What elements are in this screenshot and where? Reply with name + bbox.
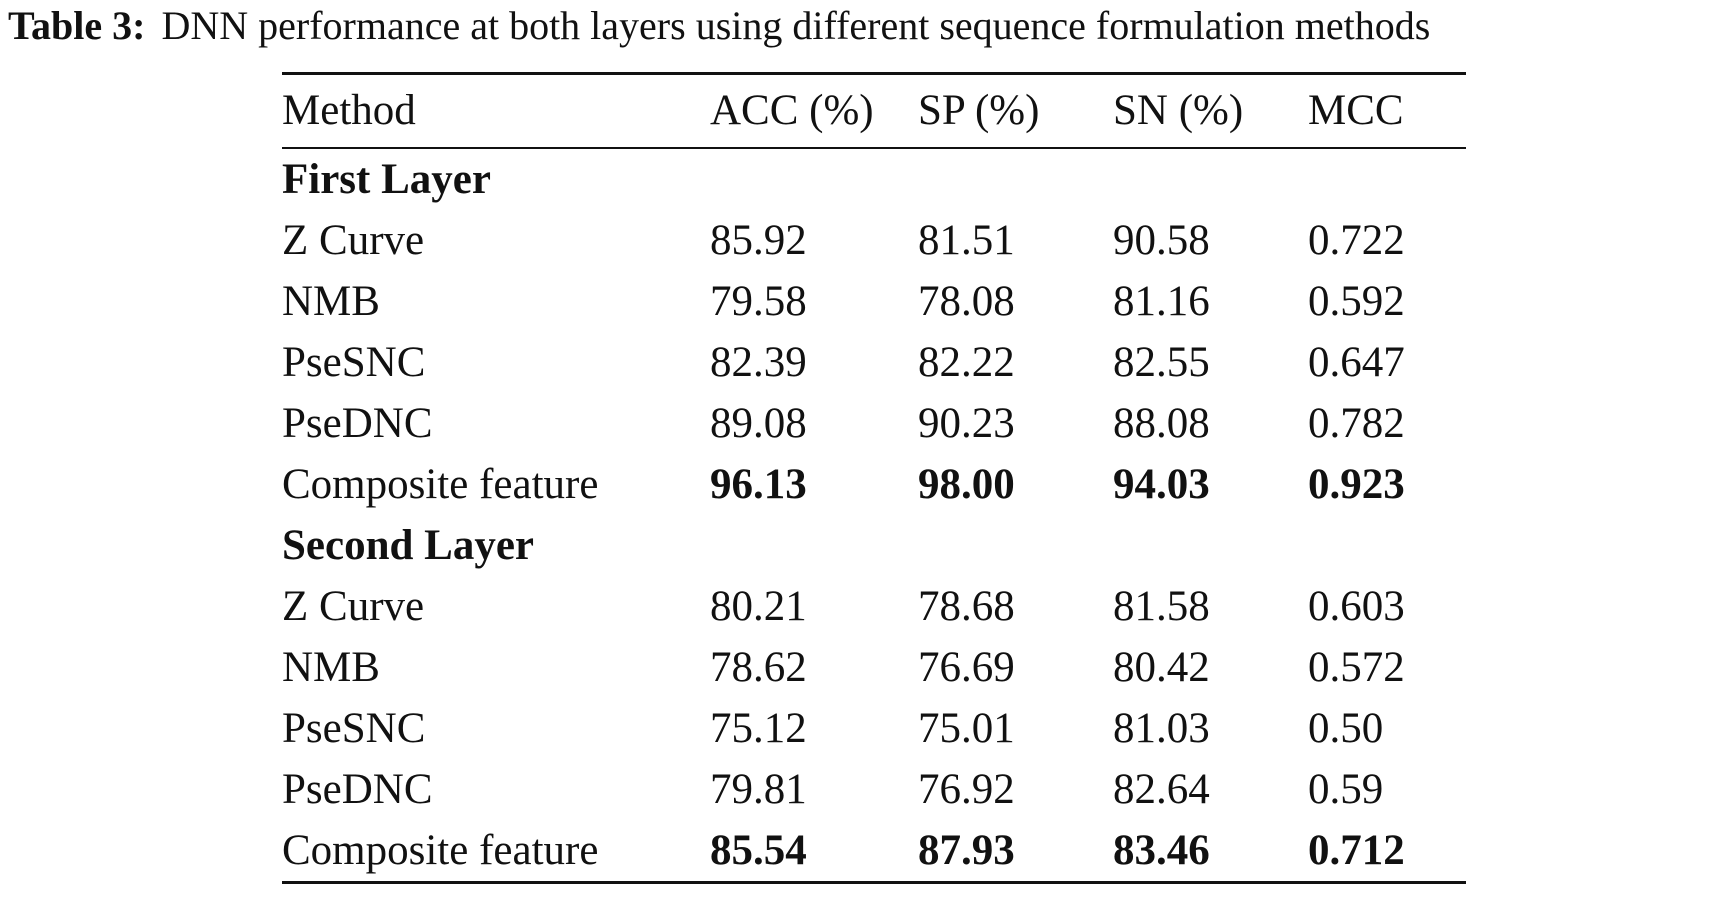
table-row: PseDNC 89.08 90.23 88.08 0.782 — [282, 393, 1466, 454]
header-mcc: MCC — [1308, 87, 1404, 134]
cell-mcc: 0.603 — [1308, 583, 1405, 630]
cell-acc: 79.58 — [710, 278, 807, 325]
results-table-container: Method ACC (%) SP (%) SN (%) MCC First L… — [282, 72, 1466, 884]
cell-mcc: 0.647 — [1308, 339, 1405, 386]
table-caption-label: Table 3: — [8, 3, 146, 48]
cell-acc-best: 85.54 — [710, 827, 807, 874]
table-row: Z Curve 85.92 81.51 90.58 0.722 — [282, 210, 1466, 271]
cell-sn: 81.58 — [1113, 583, 1210, 630]
cell-acc: 85.92 — [710, 217, 807, 264]
cell-mcc-best: 0.923 — [1308, 461, 1405, 508]
table-row: Z Curve 80.21 78.68 81.58 0.603 — [282, 576, 1466, 637]
cell-method: NMB — [282, 278, 380, 325]
section-row-first-layer: First Layer — [282, 148, 1466, 210]
cell-sp: 75.01 — [918, 705, 1015, 752]
table-caption: Table 3: DNN performance at both layers u… — [8, 0, 1430, 52]
header-sp: SP (%) — [918, 87, 1040, 134]
table-header-row: Method ACC (%) SP (%) SN (%) MCC — [282, 73, 1466, 148]
header-acc: ACC (%) — [710, 87, 874, 134]
cell-method: Z Curve — [282, 583, 425, 630]
cell-sp: 76.92 — [918, 766, 1015, 813]
cell-sp: 78.08 — [918, 278, 1015, 325]
table-row: NMB 78.62 76.69 80.42 0.572 — [282, 637, 1466, 698]
table-row: PseSNC 75.12 75.01 81.03 0.50 — [282, 698, 1466, 759]
cell-acc: 80.21 — [710, 583, 807, 630]
cell-method: PseDNC — [282, 766, 433, 813]
cell-sp: 78.68 — [918, 583, 1015, 630]
section-row-second-layer: Second Layer — [282, 515, 1466, 576]
cell-mcc: 0.592 — [1308, 278, 1405, 325]
cell-sn: 82.55 — [1113, 339, 1210, 386]
cell-acc: 75.12 — [710, 705, 807, 752]
cell-sp: 81.51 — [918, 217, 1015, 264]
cell-sn: 80.42 — [1113, 644, 1210, 691]
table-row: Composite feature 85.54 87.93 83.46 0.71… — [282, 820, 1466, 883]
cell-acc-best: 96.13 — [710, 461, 807, 508]
cell-acc: 79.81 — [710, 766, 807, 813]
cell-acc: 78.62 — [710, 644, 807, 691]
cell-mcc: 0.782 — [1308, 400, 1405, 447]
cell-method: PseDNC — [282, 400, 433, 447]
cell-method: Composite feature — [282, 827, 599, 874]
cell-sn: 82.64 — [1113, 766, 1210, 813]
cell-sp: 82.22 — [918, 339, 1015, 386]
cell-sn-best: 83.46 — [1113, 827, 1210, 874]
cell-acc: 89.08 — [710, 400, 807, 447]
cell-sp-best: 87.93 — [918, 827, 1015, 874]
cell-sn: 88.08 — [1113, 400, 1210, 447]
cell-mcc-best: 0.712 — [1308, 827, 1405, 874]
cell-mcc: 0.59 — [1308, 766, 1384, 813]
cell-sn: 81.16 — [1113, 278, 1210, 325]
cell-sp: 90.23 — [918, 400, 1015, 447]
section-title: Second Layer — [282, 522, 535, 569]
cell-sn: 90.58 — [1113, 217, 1210, 264]
table-caption-text: DNN performance at both layers using dif… — [161, 3, 1431, 48]
cell-sp-best: 98.00 — [918, 461, 1015, 508]
cell-mcc: 0.722 — [1308, 217, 1405, 264]
cell-sp: 76.69 — [918, 644, 1015, 691]
results-table: Method ACC (%) SP (%) SN (%) MCC First L… — [282, 72, 1466, 884]
cell-sn: 81.03 — [1113, 705, 1210, 752]
table-row: PseSNC 82.39 82.22 82.55 0.647 — [282, 332, 1466, 393]
cell-method: NMB — [282, 644, 380, 691]
cell-sn-best: 94.03 — [1113, 461, 1210, 508]
cell-mcc: 0.572 — [1308, 644, 1405, 691]
section-title: First Layer — [282, 156, 491, 203]
table-row: PseDNC 79.81 76.92 82.64 0.59 — [282, 759, 1466, 820]
header-sn: SN (%) — [1113, 87, 1244, 134]
header-method: Method — [282, 87, 416, 134]
cell-acc: 82.39 — [710, 339, 807, 386]
cell-mcc: 0.50 — [1308, 705, 1384, 752]
cell-method: PseSNC — [282, 705, 426, 752]
table-row: NMB 79.58 78.08 81.16 0.592 — [282, 271, 1466, 332]
cell-method: Composite feature — [282, 461, 599, 508]
table-row: Composite feature 96.13 98.00 94.03 0.92… — [282, 454, 1466, 515]
cell-method: PseSNC — [282, 339, 426, 386]
cell-method: Z Curve — [282, 217, 425, 264]
